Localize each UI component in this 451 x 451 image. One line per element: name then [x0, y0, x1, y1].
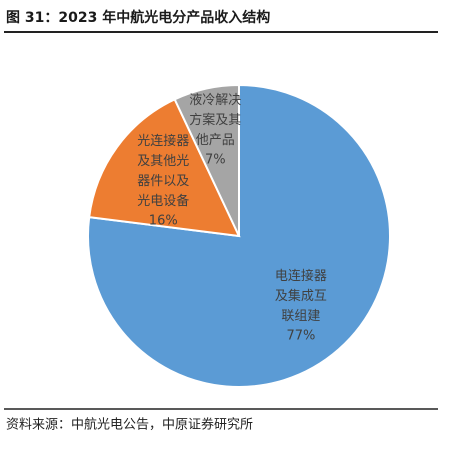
pie-slice	[87, 83, 391, 388]
source: 资料来源：中航光电公告，中原证券研究所	[6, 417, 253, 433]
pie-slice	[88, 98, 241, 238]
label-line: 电连接器	[275, 268, 327, 284]
label-line: 他产品	[196, 132, 235, 147]
slice-label: 电连接器及集成互联组建	[275, 268, 327, 324]
label-line: 及其他光	[137, 153, 189, 168]
pie-slice	[173, 83, 240, 237]
label-line: 联组建	[281, 309, 320, 324]
chart-title: 图 31：2023 年中航光电分产品收入结构	[6, 9, 270, 26]
label-line: 光电设备	[137, 192, 189, 208]
label-line: 方案及其	[189, 111, 241, 127]
slice-label: 光连接器及其他光器件以及光电设备	[137, 132, 189, 208]
value-label: 7%	[205, 152, 226, 167]
value-label: 16%	[149, 213, 178, 228]
label-line: 器件以及	[137, 173, 189, 188]
label-line: 及集成互	[275, 288, 327, 304]
label-line: 光连接器	[137, 132, 189, 148]
pie: 电连接器及集成互联组建 77% 光连接器及其他光器件以及光电设备 16% 液冷解决方案及…	[87, 83, 391, 388]
slice-label: 液冷解决方案及其他产品	[189, 92, 241, 147]
value-label: 77%	[286, 329, 315, 344]
label-line: 液冷解决	[189, 92, 241, 107]
